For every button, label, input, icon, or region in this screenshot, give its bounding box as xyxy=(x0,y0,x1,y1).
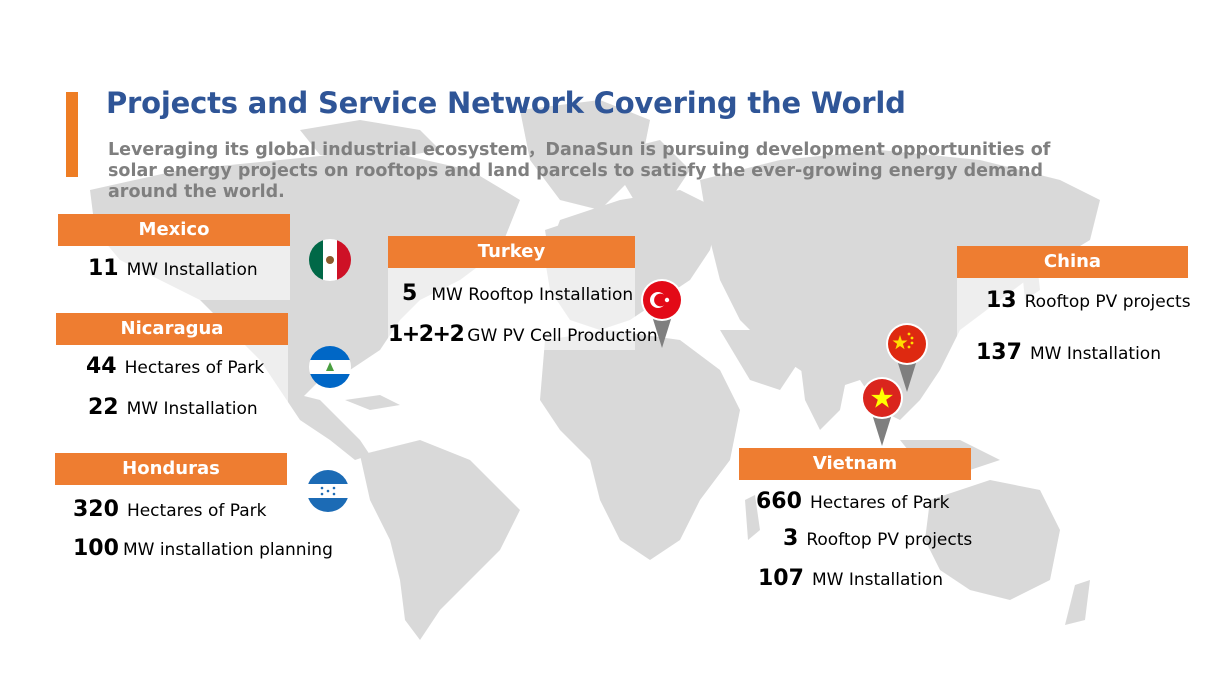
region-header-turkey: Turkey xyxy=(388,236,635,268)
stat-label: MW Installation xyxy=(126,260,258,280)
stat-value: 100 xyxy=(73,536,119,561)
turkey-stat-row: 5 MW Rooftop Installation xyxy=(402,281,633,306)
mexico-panel xyxy=(58,244,290,300)
stat-value: 660 xyxy=(756,489,802,514)
turkey-stat-row: 1+2+2 GW PV Cell Production xyxy=(388,322,658,347)
region-header-vietnam: Vietnam xyxy=(739,448,971,480)
mexico-flag-icon xyxy=(309,239,351,281)
honduras-stat-row: 100 MW installation planning xyxy=(73,536,333,561)
turkey-panel xyxy=(388,266,635,350)
stat-value: 44 xyxy=(86,354,117,379)
stat-label: Hectares of Park xyxy=(124,358,265,378)
region-header-nicaragua: Nicaragua xyxy=(56,313,288,345)
stat-value: 1+2+2 xyxy=(388,322,465,347)
china-flag-pin-icon xyxy=(886,323,928,392)
region-header-china: China xyxy=(957,246,1188,278)
stat-value: 11 xyxy=(88,256,119,281)
stat-label: MW Installation xyxy=(811,570,943,590)
vietnam-stat-row: 107 MW Installation xyxy=(758,566,943,591)
vietnam-stat-row: 660 Hectares of Park xyxy=(756,489,949,514)
china-stat-row: 137 MW Installation xyxy=(976,340,1161,365)
nicaragua-panel xyxy=(56,344,288,426)
china-stat-row: 13 Rooftop PV projects xyxy=(986,288,1191,313)
stat-label: Hectares of Park xyxy=(126,501,267,521)
nicaragua-stat-row: 44 Hectares of Park xyxy=(86,354,264,379)
stat-label: Hectares of Park xyxy=(809,493,950,513)
stat-label: Rooftop PV projects xyxy=(806,530,973,550)
stat-label: MW Rooftop Installation xyxy=(431,285,634,305)
title-accent-bar xyxy=(66,92,78,177)
stat-label: MW Installation xyxy=(126,399,258,419)
stat-value: 320 xyxy=(73,497,119,522)
vietnam-flag-pin-icon xyxy=(861,377,903,446)
nicaragua-flag-icon xyxy=(309,346,351,388)
honduras-stat-row: 320 Hectares of Park xyxy=(73,497,266,522)
stat-value: 107 xyxy=(758,566,804,591)
stat-value: 3 xyxy=(783,526,799,551)
stat-value: 13 xyxy=(986,288,1017,313)
nicaragua-stat-row: 22 MW Installation xyxy=(88,395,258,420)
stat-value: 5 xyxy=(402,281,418,306)
turkey-flag-pin-icon xyxy=(641,279,683,348)
mexico-stat-row: 11 MW Installation xyxy=(88,256,258,281)
vietnam-stat-row: 3 Rooftop PV projects xyxy=(783,526,972,551)
stat-value: 137 xyxy=(976,340,1022,365)
china-panel xyxy=(957,276,1188,366)
stat-label: MW installation planning xyxy=(122,540,333,560)
region-header-honduras: Honduras xyxy=(55,453,287,485)
region-header-mexico: Mexico xyxy=(58,214,290,246)
stat-label: MW Installation xyxy=(1029,344,1161,364)
page-subtitle: Leveraging its global industrial ecosyst… xyxy=(108,140,1051,202)
page-title: Projects and Service Network Covering th… xyxy=(106,86,906,120)
stat-label: Rooftop PV projects xyxy=(1024,292,1191,312)
stat-value: 22 xyxy=(88,395,119,420)
stat-label: GW PV Cell Production xyxy=(467,326,658,346)
honduras-flag-icon xyxy=(307,470,349,512)
